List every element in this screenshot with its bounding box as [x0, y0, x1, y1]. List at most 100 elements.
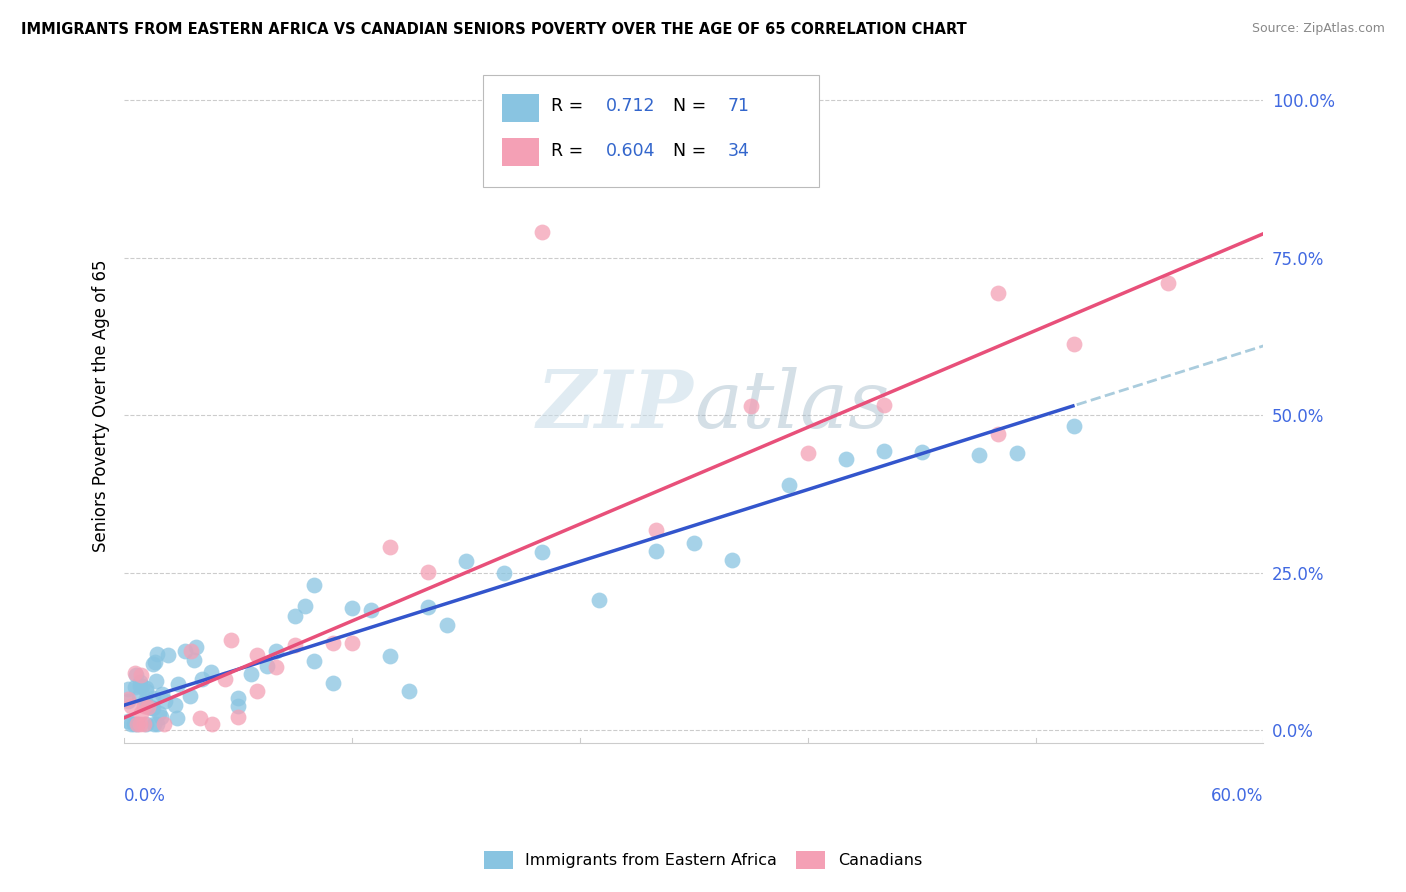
Point — [188, 711, 211, 725]
Point — [284, 609, 307, 624]
Point — [165, 698, 187, 713]
Point — [378, 540, 401, 554]
Point — [264, 660, 287, 674]
Point — [796, 445, 818, 459]
Point — [987, 286, 1010, 301]
Point — [125, 717, 148, 731]
Point — [340, 601, 363, 615]
Point — [132, 699, 155, 714]
Point — [294, 599, 316, 613]
Text: 60.0%: 60.0% — [1211, 787, 1264, 805]
Point — [454, 554, 477, 568]
Point — [246, 683, 269, 698]
Point — [156, 648, 179, 662]
Point — [873, 444, 896, 458]
Point — [284, 638, 307, 652]
Point — [167, 677, 190, 691]
Point — [183, 653, 205, 667]
Point — [256, 659, 278, 673]
Point — [117, 692, 139, 706]
Text: R =: R = — [551, 96, 589, 114]
Point — [124, 667, 146, 681]
Point — [117, 694, 139, 708]
Point — [148, 706, 170, 720]
Point — [1005, 446, 1028, 460]
Point — [911, 445, 934, 459]
Text: R =: R = — [551, 142, 589, 160]
Point — [153, 717, 176, 731]
Point — [131, 679, 153, 693]
Point — [226, 698, 249, 713]
Point — [150, 687, 173, 701]
Point — [378, 649, 401, 664]
Point — [720, 552, 742, 566]
Text: 34: 34 — [728, 142, 749, 160]
Point — [136, 698, 159, 713]
Point — [142, 701, 165, 715]
Point — [128, 717, 150, 731]
Point — [132, 717, 155, 731]
Legend: Immigrants from Eastern Africa, Canadians: Immigrants from Eastern Africa, Canadian… — [478, 845, 928, 875]
Point — [1063, 337, 1085, 351]
Point — [180, 644, 202, 658]
Point — [128, 680, 150, 694]
Point — [492, 566, 515, 581]
Point — [149, 709, 172, 723]
Point — [588, 593, 610, 607]
Point — [873, 398, 896, 412]
Point — [644, 543, 666, 558]
Point — [135, 717, 157, 731]
Text: 0.604: 0.604 — [606, 142, 655, 160]
FancyBboxPatch shape — [484, 75, 820, 186]
Text: 71: 71 — [728, 96, 749, 114]
Point — [145, 674, 167, 689]
Point — [644, 523, 666, 537]
Point — [120, 699, 142, 714]
Point — [302, 654, 325, 668]
Point — [201, 717, 224, 731]
Point — [1063, 418, 1085, 433]
Text: N =: N = — [673, 96, 711, 114]
Y-axis label: Seniors Poverty Over the Age of 65: Seniors Poverty Over the Age of 65 — [93, 260, 110, 552]
Point — [166, 711, 188, 725]
Point — [987, 427, 1010, 442]
Point — [214, 672, 236, 686]
Point — [264, 644, 287, 658]
Point — [143, 655, 166, 669]
Point — [117, 714, 139, 728]
Point — [322, 636, 344, 650]
Text: 0.712: 0.712 — [606, 96, 655, 114]
Text: 0.0%: 0.0% — [124, 787, 166, 805]
Text: ZIP: ZIP — [537, 367, 693, 444]
Point — [124, 665, 146, 680]
Point — [530, 544, 553, 558]
Point — [340, 636, 363, 650]
Point — [778, 478, 800, 492]
Point — [682, 536, 704, 550]
Point — [141, 700, 163, 714]
Point — [967, 448, 990, 462]
Point — [219, 632, 242, 647]
Point — [117, 681, 139, 696]
Point — [200, 665, 222, 680]
Point — [835, 452, 858, 467]
Text: Source: ZipAtlas.com: Source: ZipAtlas.com — [1251, 22, 1385, 36]
Point — [135, 681, 157, 696]
Point — [1157, 277, 1180, 291]
Point — [184, 640, 207, 654]
Point — [190, 672, 212, 686]
Point — [128, 689, 150, 703]
Point — [302, 578, 325, 592]
Point — [179, 689, 201, 703]
Point — [360, 602, 382, 616]
Point — [416, 600, 439, 615]
Text: IMMIGRANTS FROM EASTERN AFRICA VS CANADIAN SENIORS POVERTY OVER THE AGE OF 65 CO: IMMIGRANTS FROM EASTERN AFRICA VS CANADI… — [21, 22, 967, 37]
Point — [124, 680, 146, 694]
Point — [416, 565, 439, 579]
Point — [125, 717, 148, 731]
Point — [740, 399, 762, 413]
Point — [146, 647, 169, 661]
Point — [322, 676, 344, 690]
Point — [142, 657, 165, 672]
Point — [398, 683, 420, 698]
